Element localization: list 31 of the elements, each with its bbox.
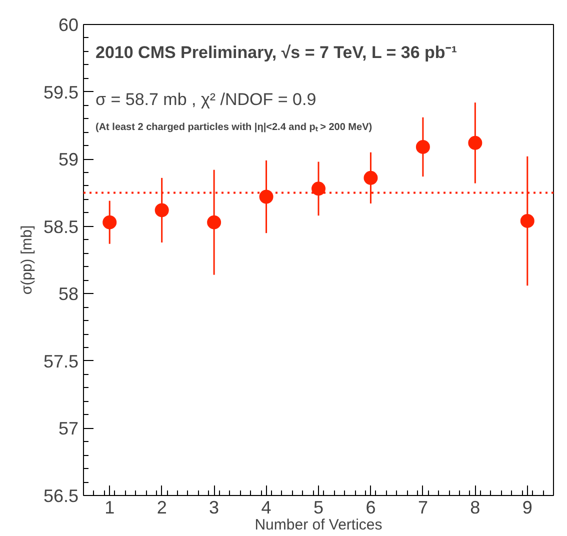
point xyxy=(468,136,482,150)
x-tick-label: 4 xyxy=(261,498,272,518)
annotation: 2010 CMS Preliminary, √s = 7 TeV, L = 36 pb⁻¹ xyxy=(96,43,458,62)
point xyxy=(520,214,534,228)
point xyxy=(312,182,326,196)
x-tick-label: 8 xyxy=(470,498,480,518)
point xyxy=(154,203,169,218)
y-tick-label: 59 xyxy=(58,150,79,170)
x-tick-label: 6 xyxy=(366,498,376,518)
annotation: (At least 2 charged particles with |η|<2.4 and pₜ > 200 MeV) xyxy=(96,122,372,133)
annotation: σ = 58.7 mb , χ² /NDOF = 0.9 xyxy=(96,90,316,109)
y-tick-label: 57.5 xyxy=(43,351,79,372)
point xyxy=(416,140,430,154)
point xyxy=(207,215,222,230)
point xyxy=(259,190,274,204)
x-tick-label: 9 xyxy=(522,498,532,518)
y-axis-title: σ(pp) [mb] xyxy=(18,225,36,295)
y-tick-label: 60 xyxy=(58,15,79,35)
y-tick-label: 58.5 xyxy=(43,216,79,237)
x-tick-label: 2 xyxy=(156,498,167,518)
y-tick-label: 58 xyxy=(58,284,79,304)
y-tick-label: 57 xyxy=(58,418,79,439)
point xyxy=(102,215,117,230)
x-tick-label: 3 xyxy=(209,498,220,518)
x-axis-title: Number of Vertices xyxy=(254,516,382,534)
point xyxy=(364,170,378,185)
x-tick-label: 1 xyxy=(104,498,115,518)
y-tick-label: 56.5 xyxy=(43,486,79,506)
x-tick-label: 7 xyxy=(418,498,428,518)
y-tick-label: 59.5 xyxy=(43,82,79,102)
x-tick-label: 5 xyxy=(313,498,324,518)
